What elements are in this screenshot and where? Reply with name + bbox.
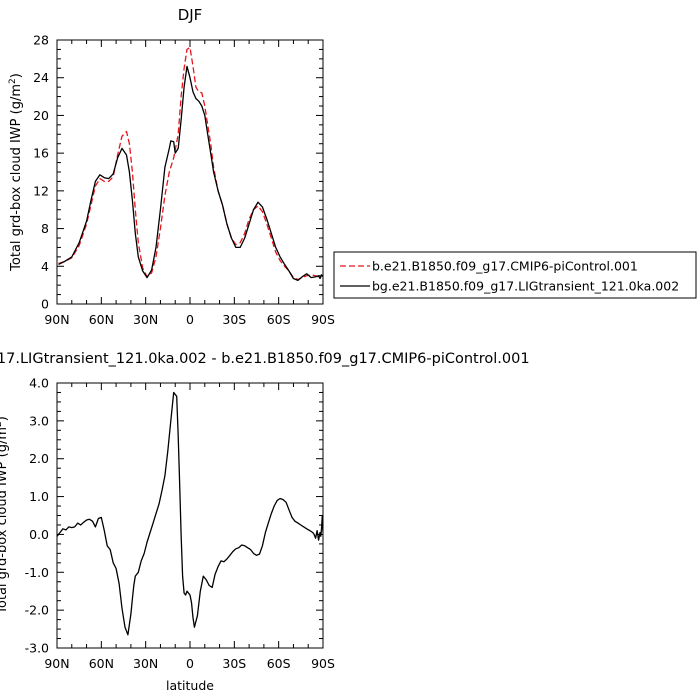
legend-box [333, 251, 697, 299]
top-y-tick-label: 16 [33, 146, 49, 161]
legend-label-series-2: bg.e21.B1850.f09_g17.LIGtransient_121.0k… [372, 279, 679, 294]
top-x-tick-label: 90N [44, 312, 69, 327]
bottom-x-tick-label: 90N [44, 656, 69, 671]
bottom-x-tick-label: 30S [222, 656, 246, 671]
top-chart: DJF Total grd-box cloud IWP (g/m2) 90N 60… [8, 6, 335, 327]
top-axis-ticks: 90N 60N 30N 0 30S 60S 90S 0 4 8 12 16 20 24 28 [33, 33, 335, 328]
bottom-y-tick-label: -3.0 [25, 641, 49, 656]
bottom-x-tick-label: 30N [133, 656, 158, 671]
top-x-tick-label: 60S [267, 312, 291, 327]
top-series [58, 46, 323, 282]
top-plot-frame [56, 39, 324, 305]
top-y-tick-label: 0 [41, 297, 49, 312]
bottom-y-tick-label: 4.0 [29, 376, 49, 391]
top-y-tick-label: 20 [33, 108, 49, 123]
bottom-y-tick-label: 1.0 [29, 489, 49, 504]
top-x-tick-label: 30N [133, 312, 158, 327]
bottom-y-tick-label: 3.0 [29, 413, 49, 428]
bottom-y-tick-label: 2.0 [29, 451, 49, 466]
top-x-tick-label: 30S [222, 312, 246, 327]
top-x-tick-label: 0 [186, 312, 194, 327]
top-series-line-1 [58, 46, 322, 281]
top-y-tick-label: 4 [41, 259, 49, 274]
bottom-x-tick-label: 0 [186, 656, 194, 671]
bottom-axis-ticks: 90N 60N 30N 0 30S 60S 90S -3.0 -2.0 -1.0 0.0 1.0 2.0… [25, 376, 335, 672]
bottom-chart-title: bg.e21.B1850.f09_g17.LIGtransient_121.0k… [0, 351, 530, 367]
top-x-tick-label: 60N [89, 312, 114, 327]
top-x-tick-label: 90S [311, 312, 335, 327]
top-y-tick-label: 12 [33, 183, 49, 198]
bottom-y-axis-label: Total grd-box cloud IWP (g/m2) [0, 416, 10, 615]
bottom-series-line-1 [57, 391, 323, 636]
bottom-x-tick-label: 90S [311, 656, 335, 671]
top-series-line-2 [58, 65, 323, 282]
legend-label-series-1: b.e21.B1850.f09_g17.CMIP6-piControl.001 [372, 259, 638, 274]
bottom-chart: bg.e21.B1850.f09_g17.LIGtransient_121.0k… [0, 351, 530, 693]
x-axis-label: latitude [166, 678, 214, 693]
top-y-tick-label: 24 [33, 70, 49, 85]
legend: b.e21.B1850.f09_g17.CMIP6-piControl.001 … [333, 251, 697, 299]
bottom-y-tick-label: 0.0 [29, 527, 49, 542]
bottom-x-tick-label: 60N [89, 656, 114, 671]
bottom-y-tick-label: -1.0 [25, 565, 49, 580]
bottom-series [57, 391, 323, 636]
bottom-x-tick-label: 60S [267, 656, 291, 671]
top-y-tick-label: 28 [33, 33, 49, 48]
bottom-y-tick-label: -2.0 [25, 603, 49, 618]
top-y-tick-label: 8 [41, 221, 49, 236]
top-y-axis-label: Total grd-box cloud IWP (g/m2) [8, 73, 24, 272]
top-chart-title: DJF [178, 6, 203, 24]
bottom-plot-frame [56, 382, 324, 649]
